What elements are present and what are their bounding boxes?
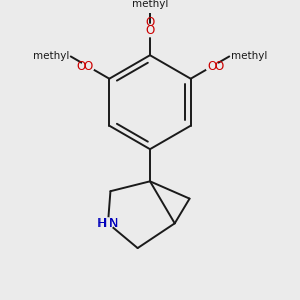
Text: N: N (109, 217, 118, 230)
Text: methyl: methyl (33, 52, 69, 61)
Circle shape (103, 218, 113, 229)
Text: O: O (146, 16, 154, 28)
Text: H: H (97, 217, 106, 230)
Text: O: O (208, 60, 217, 73)
Text: O: O (77, 60, 86, 73)
Text: H: H (98, 217, 107, 230)
Circle shape (144, 24, 156, 37)
Text: methyl: methyl (231, 52, 267, 61)
Text: methyl: methyl (132, 0, 168, 9)
Text: N: N (109, 217, 118, 230)
Circle shape (82, 60, 94, 73)
Text: O: O (146, 24, 154, 37)
Text: O: O (214, 60, 223, 73)
Circle shape (206, 60, 218, 73)
Text: O: O (83, 60, 92, 73)
